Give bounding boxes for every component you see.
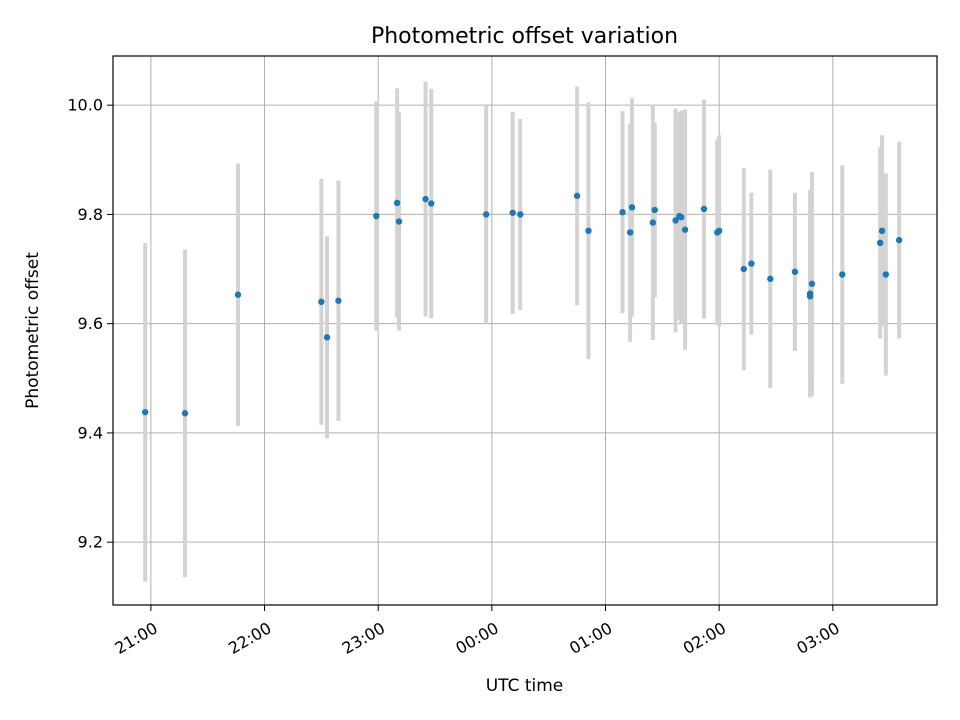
- data-point: [806, 290, 814, 297]
- x-tick-label: 00:00: [452, 618, 501, 658]
- data-point: [395, 218, 403, 225]
- data-point: [839, 271, 846, 278]
- data-point: [791, 268, 799, 275]
- data-point: [767, 275, 774, 283]
- data-point: [373, 212, 380, 220]
- data-point: [895, 236, 903, 244]
- y-axis-label: Photometric offset: [23, 252, 43, 409]
- y-tick-label: 10.0: [67, 96, 103, 115]
- data-point: [323, 334, 331, 341]
- data-point: [573, 192, 581, 200]
- data-point: [585, 227, 592, 235]
- x-tick-label: 02:00: [680, 618, 729, 658]
- y-tick-label: 9.2: [78, 533, 103, 552]
- data-point: [181, 410, 189, 417]
- data-point: [672, 217, 679, 224]
- data-point: [428, 200, 435, 207]
- data-point: [509, 209, 516, 216]
- data-point: [882, 271, 890, 278]
- data-point: [651, 206, 658, 214]
- y-tick-label: 9.6: [78, 314, 103, 333]
- data-point: [335, 297, 342, 304]
- x-axis-ticks: 21:00 22:00 23:00 00:00 01:00 02:00 03:00: [111, 605, 843, 658]
- data-point: [678, 213, 685, 221]
- data-point: [740, 265, 747, 273]
- data-point: [748, 260, 755, 267]
- data-point: [626, 229, 634, 236]
- plot-frame: [112, 55, 938, 606]
- data-point: [517, 211, 524, 218]
- y-axis-ticks: 9.2 9.4 9.6 9.8 10.0: [67, 96, 113, 552]
- data-point: [318, 298, 325, 306]
- x-tick-label: 21:00: [111, 618, 160, 658]
- data-point: [878, 227, 886, 235]
- data-point: [700, 205, 708, 213]
- data-point: [808, 280, 816, 287]
- chart-title: Photometric offset variation: [371, 24, 678, 49]
- x-tick-label: 23:00: [339, 618, 388, 658]
- data-point: [681, 226, 689, 233]
- data-points: [142, 192, 903, 417]
- data-point: [482, 211, 490, 218]
- x-tick-label: 01:00: [566, 618, 615, 658]
- x-axis-label: UTC time: [486, 676, 564, 696]
- data-point: [393, 199, 401, 207]
- error-bars: [143, 81, 902, 582]
- y-tick-label: 9.8: [78, 205, 103, 224]
- data-point: [422, 195, 429, 203]
- y-tick-label: 9.4: [78, 423, 103, 442]
- x-tick-label: 22:00: [225, 618, 274, 658]
- data-point: [649, 219, 657, 226]
- data-point: [876, 239, 884, 247]
- data-point: [619, 209, 626, 216]
- data-point: [715, 227, 723, 235]
- data-point: [628, 204, 636, 211]
- data-point: [234, 291, 242, 298]
- data-point: [142, 408, 149, 416]
- x-tick-label: 03:00: [793, 618, 842, 658]
